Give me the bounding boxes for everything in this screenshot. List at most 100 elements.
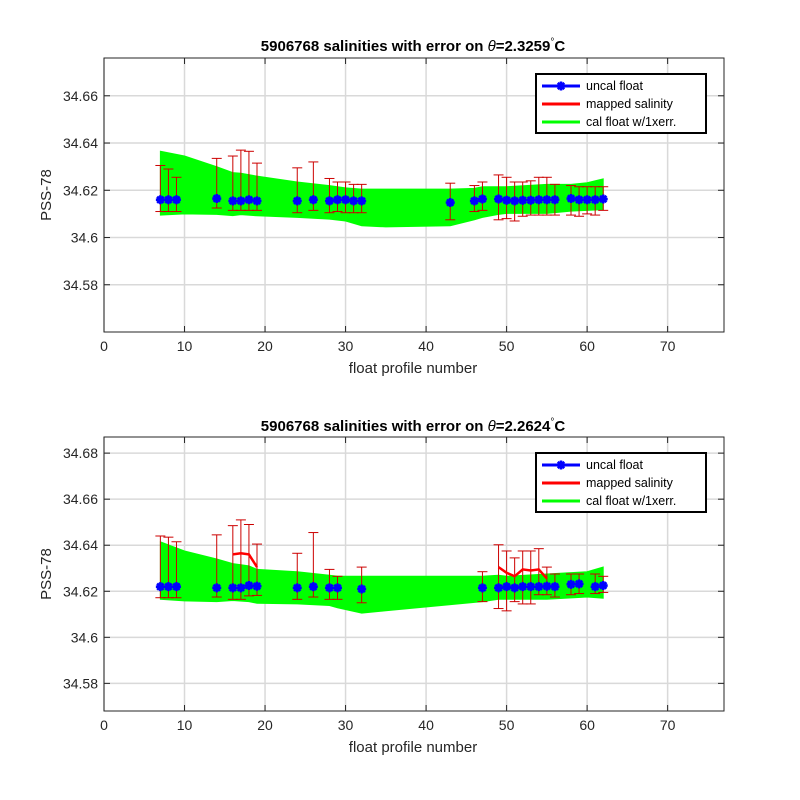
uncal-float-point (308, 582, 318, 592)
uncal-float-point (526, 582, 536, 592)
uncal-float-point (292, 583, 302, 593)
uncal-float-point (163, 582, 173, 592)
x-tick-label: 50 (499, 717, 515, 733)
y-tick-label: 34.6 (71, 230, 98, 246)
chart-top: 5906768 salinities with error on θ=2.325… (38, 37, 725, 377)
y-axis-label: PSS-78 (38, 169, 55, 221)
uncal-float-point (236, 196, 246, 206)
uncal-float-point (308, 195, 318, 205)
axes-box (103, 57, 725, 333)
legend-entry-mapped-salinity-label: mapped salinity (586, 476, 674, 490)
x-tick-label: 40 (418, 338, 434, 354)
uncal-float-point (341, 195, 351, 205)
uncal-float-point (518, 582, 528, 592)
uncal-float-point (598, 581, 608, 591)
x-tick-label: 20 (257, 338, 273, 354)
y-tick-label: 34.68 (63, 445, 98, 461)
legend: uncal float mapped salinity cal float w/1x… (535, 452, 707, 513)
x-axis-label: float profile number (349, 360, 477, 377)
uncal-float-point (212, 583, 222, 593)
uncal-float-point (228, 196, 238, 206)
uncal-float-point (542, 195, 552, 205)
x-tick-label: 30 (338, 338, 354, 354)
uncal-float-point (469, 196, 479, 206)
y-tick-label: 34.6 (71, 629, 98, 645)
uncal-float-point (574, 195, 584, 205)
uncal-float-point (477, 583, 487, 593)
legend-marker (556, 81, 566, 91)
y-tick-label: 34.62 (63, 583, 98, 599)
legend-entry-uncal-float-label: uncal float (586, 79, 644, 93)
y-tick-label: 34.62 (63, 182, 98, 198)
uncal-float-point (477, 194, 487, 204)
x-tick-label: 40 (418, 717, 434, 733)
x-tick-label: 0 (100, 338, 108, 354)
uncal-float-point (292, 196, 302, 206)
y-tick-label: 34.58 (63, 675, 98, 691)
uncal-float-point (550, 582, 560, 592)
uncal-float-point (494, 194, 504, 204)
legend-entry-cal-float-label: cal float w/1xerr. (586, 115, 676, 129)
uncal-float-point (333, 583, 343, 593)
uncal-float-point (598, 194, 608, 204)
chart-title: 5906768 salinities with error on θ=2.262… (261, 417, 566, 435)
uncal-float-point (324, 196, 334, 206)
y-tick-label: 34.58 (63, 277, 98, 293)
x-tick-label: 70 (660, 338, 676, 354)
x-tick-label: 60 (579, 717, 595, 733)
uncal-float-point (566, 194, 576, 204)
uncal-float-point (163, 195, 173, 205)
uncal-float-point (526, 195, 536, 205)
uncal-float-point (171, 582, 181, 592)
uncal-float-point (510, 583, 520, 593)
chart-title: 5906768 salinities with error on θ=2.325… (261, 37, 566, 55)
x-tick-label: 30 (338, 717, 354, 733)
uncal-float-point (212, 194, 222, 204)
uncal-float-point (518, 195, 528, 205)
uncal-float-point (236, 583, 246, 593)
uncal-float-point (534, 195, 544, 205)
uncal-float-point (445, 198, 455, 208)
uncal-float-point (155, 195, 165, 205)
uncal-float-point (333, 195, 343, 205)
uncal-float-point (349, 196, 359, 206)
legend-entry-cal-float-label: cal float w/1xerr. (586, 494, 676, 508)
uncal-float-point (590, 582, 600, 592)
legend-entry-uncal-float-label: uncal float (586, 458, 644, 472)
uncal-float-point (252, 581, 262, 591)
uncal-float-point (502, 195, 512, 205)
y-tick-label: 34.64 (63, 537, 98, 553)
uncal-float-point (510, 196, 520, 206)
uncal-float-point (550, 195, 560, 205)
axes-box (103, 436, 725, 712)
uncal-float-point (542, 581, 552, 591)
uncal-float-point (357, 196, 367, 206)
x-tick-label: 10 (177, 338, 193, 354)
chart-bottom: 5906768 salinities with error on θ=2.262… (38, 417, 725, 756)
x-axis-label: float profile number (349, 739, 477, 756)
legend-marker (556, 460, 566, 470)
uncal-float-point (494, 583, 504, 593)
y-tick-label: 34.66 (63, 491, 98, 507)
uncal-float-point (171, 195, 181, 205)
uncal-float-point (252, 196, 262, 206)
x-tick-label: 0 (100, 717, 108, 733)
uncal-float-point (502, 582, 512, 592)
uncal-float-point (357, 584, 367, 594)
y-axis-label: PSS-78 (38, 548, 55, 600)
x-tick-label: 10 (177, 717, 193, 733)
uncal-float-point (574, 579, 584, 589)
x-tick-label: 60 (579, 338, 595, 354)
uncal-float-point (534, 582, 544, 592)
x-tick-label: 50 (499, 338, 515, 354)
uncal-float-point (582, 195, 592, 205)
x-tick-label: 70 (660, 717, 676, 733)
uncal-float-point (324, 583, 334, 593)
mapped-salinity-line (232, 552, 259, 568)
uncal-float-point (566, 579, 576, 589)
mapped-salinity-line (497, 566, 548, 580)
cal-float-band (159, 541, 604, 614)
y-tick-label: 34.64 (63, 135, 98, 151)
y-tick-label: 34.66 (63, 88, 98, 104)
